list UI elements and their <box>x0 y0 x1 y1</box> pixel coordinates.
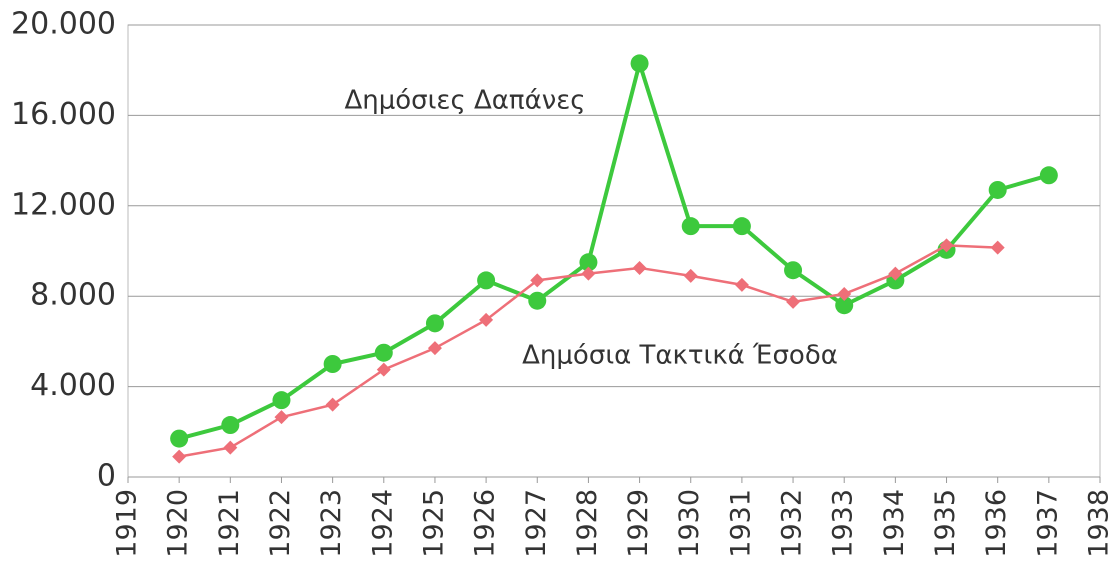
point <box>325 397 340 412</box>
point <box>425 314 444 333</box>
x-tick-label: 1932 <box>777 489 808 558</box>
point <box>272 391 291 410</box>
point <box>786 294 801 309</box>
y-tick-label: 12.000 <box>11 187 116 222</box>
x-tick-label: 1936 <box>981 489 1012 558</box>
point <box>579 253 598 272</box>
x-tick-label: 1920 <box>163 489 194 558</box>
point <box>734 277 749 292</box>
point <box>479 312 494 327</box>
x-tick-label: 1925 <box>418 489 449 558</box>
x-tick-label: 1919 <box>112 489 143 558</box>
point <box>477 271 496 290</box>
x-tick-label: 1937 <box>1032 489 1063 558</box>
point <box>530 273 545 288</box>
x-tick-label: 1938 <box>1084 489 1115 558</box>
point <box>427 341 442 356</box>
point <box>170 429 189 448</box>
point <box>223 440 238 455</box>
x-tick-label: 1922 <box>265 489 296 558</box>
series-annotation: Δημόσιες Δαπάνες <box>344 86 585 116</box>
point <box>376 362 391 377</box>
series-line <box>178 56 1050 441</box>
point <box>837 286 852 301</box>
x-tick-label: 1921 <box>214 489 245 558</box>
point <box>632 260 647 275</box>
y-tick-label: 20.000 <box>11 7 116 42</box>
x-tick-label: 1934 <box>879 489 910 558</box>
x-tick-label: 1930 <box>674 489 705 558</box>
point <box>990 240 1005 255</box>
point <box>888 266 903 281</box>
x-tick-label: 1923 <box>316 489 347 558</box>
y-tick-label: 4.000 <box>30 368 116 403</box>
point <box>835 296 854 315</box>
point <box>323 355 342 373</box>
point <box>221 416 240 435</box>
series-annotation: Δημόσια Τακτικά Έσοδα <box>522 341 838 371</box>
point <box>630 54 649 73</box>
y-tick-label: 0 <box>97 459 116 494</box>
point <box>988 180 1007 199</box>
x-tick-label: 1929 <box>623 489 654 558</box>
point <box>939 238 954 253</box>
point <box>681 217 700 236</box>
x-tick-label: 1931 <box>725 489 756 558</box>
point <box>374 343 393 362</box>
point <box>581 266 596 281</box>
point <box>528 291 547 310</box>
x-tick-label: 1924 <box>367 489 398 558</box>
y-tick-label: 16.000 <box>11 97 116 132</box>
x-tick-label: 1933 <box>828 489 859 558</box>
y-tick-label: 8.000 <box>30 278 116 313</box>
x-tick-label: 1928 <box>572 489 603 558</box>
point <box>172 449 187 464</box>
point <box>784 261 803 280</box>
point <box>683 268 698 283</box>
point <box>274 410 289 425</box>
x-tick-label: 1926 <box>470 489 501 558</box>
point <box>1039 166 1058 185</box>
x-tick-label: 1927 <box>521 489 552 558</box>
point <box>732 217 751 236</box>
x-tick-label: 1935 <box>930 489 961 558</box>
